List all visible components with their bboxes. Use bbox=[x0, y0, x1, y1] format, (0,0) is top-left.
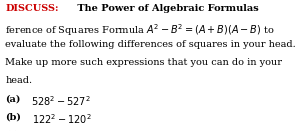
Text: The Power of Algebraic Formulas: The Power of Algebraic Formulas bbox=[74, 4, 259, 13]
Text: $1020^2 - 1010^2$: $1020^2 - 1010^2$ bbox=[25, 130, 103, 131]
Text: (c): (c) bbox=[5, 130, 20, 131]
Text: (a): (a) bbox=[5, 94, 21, 103]
Text: head.: head. bbox=[5, 76, 32, 85]
Text: $122^2 - 120^2$: $122^2 - 120^2$ bbox=[26, 112, 91, 126]
Text: DISCUSS:: DISCUSS: bbox=[5, 4, 59, 13]
Text: evaluate the following differences of squares in your head.: evaluate the following differences of sq… bbox=[5, 40, 296, 49]
Text: ference of Squares Formula $A^2 - B^2 = (A + B)(A - B)$ to: ference of Squares Formula $A^2 - B^2 = … bbox=[5, 22, 275, 38]
Text: Make up more such expressions that you can do in your: Make up more such expressions that you c… bbox=[5, 58, 282, 67]
Text: $528^2 - 527^2$: $528^2 - 527^2$ bbox=[25, 94, 91, 108]
Text: (b): (b) bbox=[5, 112, 21, 121]
